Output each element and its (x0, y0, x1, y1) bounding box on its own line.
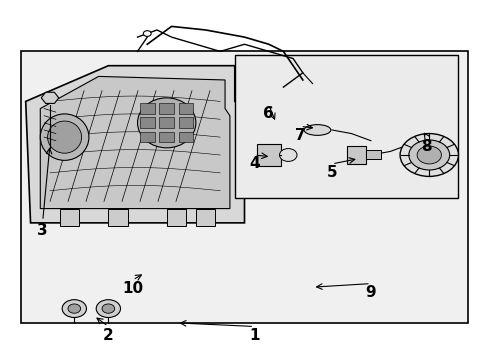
Bar (140, 103, 154, 114)
Circle shape (62, 300, 86, 318)
Circle shape (68, 304, 81, 313)
Bar (159, 103, 174, 114)
Bar (108, 208, 127, 226)
Bar (140, 132, 154, 143)
Polygon shape (26, 66, 244, 223)
Bar (179, 103, 193, 114)
Text: 5: 5 (326, 165, 337, 180)
Circle shape (143, 31, 151, 36)
Circle shape (102, 304, 115, 313)
Bar (60, 208, 79, 226)
FancyBboxPatch shape (234, 55, 458, 198)
Circle shape (399, 134, 458, 176)
Bar (159, 117, 174, 128)
Text: 6: 6 (263, 107, 274, 121)
Text: 3: 3 (37, 222, 48, 238)
Ellipse shape (40, 114, 89, 160)
Bar (346, 146, 366, 164)
Circle shape (408, 140, 449, 170)
Bar (366, 150, 380, 159)
Polygon shape (41, 92, 59, 103)
Bar (159, 132, 174, 143)
Ellipse shape (137, 98, 196, 148)
Text: 8: 8 (421, 139, 431, 154)
Text: 2: 2 (103, 328, 114, 343)
Text: 9: 9 (365, 285, 375, 300)
Text: 7: 7 (294, 128, 305, 143)
Ellipse shape (47, 121, 81, 153)
Circle shape (416, 146, 441, 164)
Text: 10: 10 (122, 282, 143, 296)
Circle shape (96, 300, 120, 318)
Bar (140, 117, 154, 128)
Text: 1: 1 (248, 328, 259, 343)
Bar (179, 132, 193, 143)
Ellipse shape (304, 125, 330, 135)
Bar (179, 117, 193, 128)
Circle shape (279, 149, 296, 161)
Bar (166, 208, 186, 226)
FancyBboxPatch shape (21, 51, 467, 323)
Bar (196, 208, 215, 226)
Text: 4: 4 (248, 157, 259, 171)
Polygon shape (40, 76, 229, 208)
Bar (256, 144, 281, 166)
